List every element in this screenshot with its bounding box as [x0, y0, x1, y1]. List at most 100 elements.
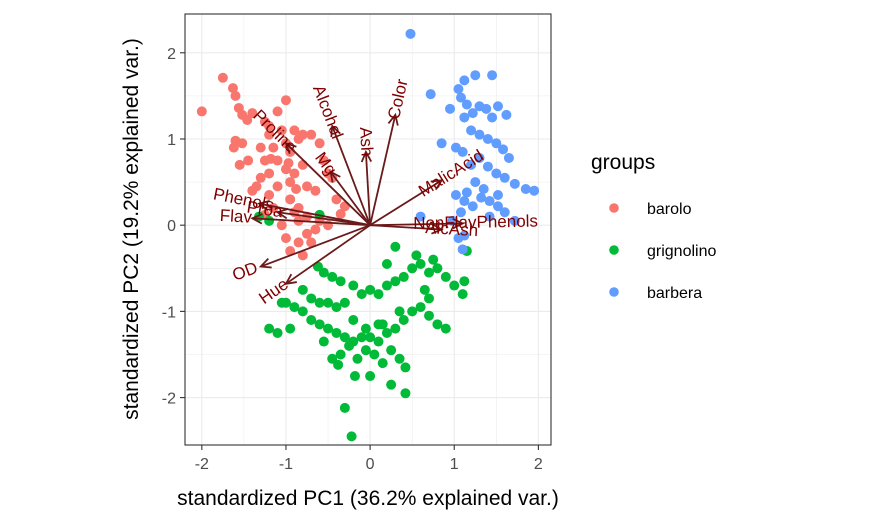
point-grignolino — [360, 323, 371, 334]
point-barolo — [234, 159, 245, 170]
point-barbera — [529, 185, 540, 196]
point-grignolino — [365, 284, 376, 295]
x-tick-label: 1 — [450, 456, 459, 473]
point-grignolino — [272, 327, 283, 338]
x-axis-title: standardized PC1 (36.2% explained var.) — [177, 487, 559, 510]
point-grignolino — [440, 271, 451, 282]
point-barolo — [285, 177, 296, 188]
point-grignolino — [369, 349, 380, 360]
point-grignolino — [356, 289, 367, 300]
arrowhead-nonflavphenols — [452, 218, 465, 230]
points-layer — [196, 28, 540, 442]
point-barbera — [455, 207, 466, 218]
point-grignolino — [386, 379, 397, 390]
point-grignolino — [339, 332, 350, 343]
y-tick-label: 2 — [167, 46, 176, 63]
y-tick-label: -2 — [162, 391, 176, 408]
arrow-phenols — [258, 202, 371, 227]
point-barolo — [217, 72, 228, 83]
arrow-hue — [285, 224, 371, 285]
point-grignolino — [457, 289, 468, 300]
point-barbera — [474, 152, 485, 163]
point-barolo — [310, 185, 321, 196]
point-barbera — [487, 112, 498, 123]
point-grignolino — [428, 254, 439, 265]
point-barbera — [474, 129, 485, 140]
point-barbera — [459, 196, 470, 207]
point-barolo — [297, 250, 308, 261]
point-barbera — [492, 190, 503, 201]
point-grignolino — [459, 276, 470, 287]
legend: groups barolo grignolino barbera — [591, 151, 716, 302]
point-barolo — [302, 181, 312, 192]
point-barolo — [280, 233, 291, 244]
point-grignolino — [386, 345, 397, 356]
point-barbera — [405, 28, 416, 39]
legend-label-barolo: barolo — [647, 201, 692, 218]
point-grignolino — [289, 302, 300, 313]
point-grignolino — [327, 271, 338, 282]
point-grignolino — [306, 293, 317, 304]
point-barolo — [297, 159, 308, 170]
point-barbera — [487, 70, 498, 81]
point-grignolino — [398, 271, 409, 282]
arrow-label-malicacid: MalicAcid — [415, 146, 487, 201]
point-barbera — [457, 244, 468, 255]
point-grignolino — [440, 323, 451, 334]
arrow-od — [260, 224, 371, 268]
point-barolo — [251, 181, 262, 192]
point-barolo — [228, 142, 239, 153]
point-barbera — [481, 103, 492, 114]
arrowhead-alcohol — [330, 124, 341, 138]
point-barolo — [289, 125, 300, 136]
point-barbera — [466, 159, 477, 170]
point-grignolino — [323, 323, 334, 334]
point-barolo — [264, 129, 275, 140]
point-barbera — [492, 101, 503, 112]
point-grignolino — [373, 289, 384, 300]
point-grignolino — [432, 263, 443, 274]
point-grignolino — [339, 297, 350, 308]
y-axis-title: standardized PC2 (19.2% explained var.) — [120, 38, 143, 420]
point-barolo — [272, 181, 283, 192]
point-grignolino — [424, 267, 434, 278]
point-barolo — [264, 190, 275, 201]
arrowhead-mg — [329, 170, 341, 183]
arrow-ash — [364, 151, 372, 226]
arrow-proline — [285, 142, 371, 226]
point-barolo — [255, 142, 266, 153]
point-barolo — [331, 194, 342, 205]
point-grignolino — [285, 323, 296, 334]
point-grignolino — [411, 250, 422, 261]
point-grignolino — [394, 353, 405, 364]
legend-label-grignolino: grignolino — [647, 243, 716, 260]
point-grignolino — [335, 349, 346, 360]
point-barolo — [268, 142, 279, 153]
point-barbera — [520, 183, 531, 194]
arrowhead-malicacid — [430, 179, 444, 191]
point-grignolino — [339, 402, 350, 413]
arrow-malicacid — [369, 179, 443, 226]
point-barbera — [445, 103, 456, 114]
point-barolo — [335, 208, 346, 219]
axis-ticks: -2 -1 0 1 2 -2 -1 0 1 2 — [162, 46, 543, 473]
arrow-alcohol — [331, 125, 371, 226]
point-barbera — [482, 161, 493, 172]
point-grignolino — [356, 332, 367, 343]
arrow-alcash — [370, 224, 442, 231]
point-grignolino — [381, 258, 392, 269]
point-grignolino — [381, 327, 392, 338]
legend-key-grignolino — [609, 245, 619, 255]
point-barbera — [453, 83, 464, 94]
panel-border — [184, 13, 552, 446]
point-grignolino — [407, 263, 418, 274]
arrow-label-ash: Ash — [356, 126, 377, 156]
point-barbera — [499, 207, 510, 218]
point-barbera — [491, 138, 502, 149]
point-grignolino — [419, 284, 430, 295]
point-grignolino — [297, 306, 308, 317]
point-barolo — [243, 155, 254, 166]
point-grignolino — [365, 371, 376, 382]
point-barolo — [283, 158, 294, 169]
